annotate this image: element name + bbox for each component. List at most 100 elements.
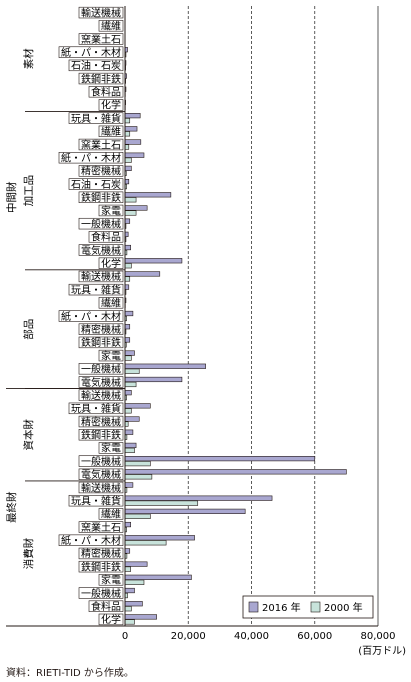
- bar-2016: [124, 521, 131, 528]
- x-tick-label: 60,000: [297, 631, 332, 642]
- category-label: 一般機械: [81, 587, 121, 600]
- category-label-box: [88, 231, 124, 243]
- bar-2000: [124, 500, 199, 506]
- bar-2016: [124, 284, 130, 290]
- category-label: 輸送機械: [81, 389, 121, 402]
- bar-2000: [124, 381, 137, 388]
- bar-2000: [124, 157, 132, 163]
- category-label-box: [68, 283, 124, 296]
- category-label: 精密機械: [81, 165, 121, 178]
- category-label-box: [78, 521, 124, 533]
- bar-2016: [124, 165, 132, 171]
- bar-2016: [124, 508, 246, 514]
- category-label: 紙・パ・木材: [61, 310, 121, 323]
- category-label-box: [78, 33, 124, 45]
- category-label: 化学: [101, 257, 121, 270]
- category-label-box: [78, 363, 124, 375]
- category-label: 鉄鋼非鉄: [81, 336, 121, 349]
- bar-2000: [124, 513, 151, 519]
- category-label-box: [78, 376, 124, 388]
- category-label-box: [58, 46, 124, 58]
- bar-2016: [124, 271, 161, 277]
- category-label: 一般機械: [81, 217, 121, 230]
- bar-2016: [124, 152, 145, 158]
- category-label: 家電: [101, 349, 121, 362]
- category-label-box: [78, 72, 124, 85]
- category-label-box: [78, 191, 124, 203]
- bar-2016: [124, 482, 134, 488]
- bar-2016: [124, 113, 141, 119]
- category-label: 電気機械: [81, 468, 121, 481]
- category-label-box: [98, 613, 124, 626]
- category-label-box: [78, 415, 124, 428]
- category-label: 輸送機械: [81, 481, 121, 494]
- category-label: 食料品: [91, 231, 121, 244]
- category-label: 窯業土石: [81, 138, 121, 151]
- category-label: 輸送機械: [81, 6, 121, 19]
- category-label: 繊維: [101, 125, 121, 138]
- bar-2016: [124, 218, 131, 224]
- subgroup-label: 素材: [22, 48, 35, 69]
- category-label-box: [98, 204, 124, 217]
- legend-swatch-2016: [248, 601, 259, 613]
- bar-2000: [124, 447, 135, 454]
- bar-2016: [124, 337, 131, 343]
- category-label-box: [98, 574, 124, 586]
- category-label-box: [78, 165, 124, 177]
- category-label: 繊維: [101, 20, 121, 33]
- bar-2000: [124, 540, 167, 546]
- bar-2000: [124, 144, 130, 150]
- bar-2016: [124, 310, 134, 317]
- x-tick-label: 20,000: [171, 631, 206, 642]
- legend-box: [242, 595, 374, 619]
- x-tick-label: 80,000: [361, 631, 396, 642]
- bar-2016: [124, 258, 183, 264]
- x-tick-label: 40,000: [234, 631, 269, 642]
- bar-2000: [124, 263, 132, 269]
- category-label-box: [58, 310, 124, 322]
- category-label-box: [88, 600, 124, 612]
- legend-swatch-2000: [310, 601, 321, 613]
- category-label-box: [78, 481, 124, 494]
- bar-2016: [124, 561, 148, 567]
- category-label-box: [78, 429, 124, 441]
- bar-2016: [124, 324, 131, 330]
- category-label-box: [78, 468, 124, 480]
- unit-label: (百万ドル): [358, 645, 406, 657]
- bar-2000: [124, 131, 131, 137]
- category-label-box: [58, 534, 124, 546]
- category-label: 鉄鋼非鉄: [81, 191, 121, 204]
- category-label: 玩具・雑貨: [71, 402, 121, 415]
- legend-label-2016: 2016 年: [262, 601, 301, 614]
- category-label: 鉄鋼非鉄: [81, 560, 121, 573]
- category-label: 鉄鋼非鉄: [81, 429, 121, 442]
- bar-2000: [124, 408, 132, 414]
- category-label: 家電: [101, 204, 121, 217]
- subgroup-label: 加工品: [23, 175, 35, 207]
- bar-2000: [124, 579, 145, 585]
- category-label-box: [78, 547, 124, 560]
- group-label: 最終財: [5, 491, 18, 523]
- bar-2016: [124, 205, 148, 211]
- bar-2016: [124, 350, 135, 356]
- category-label-box: [98, 349, 124, 362]
- category-label-box: [98, 20, 124, 32]
- category-label: 化学: [101, 99, 121, 112]
- bar-2016: [124, 139, 142, 145]
- category-label: 鉄鋼非鉄: [81, 72, 121, 85]
- category-label: 輸送機械: [81, 270, 121, 283]
- category-label-box: [68, 59, 124, 72]
- bar-2000: [124, 118, 131, 124]
- bar-2000: [124, 355, 132, 361]
- category-label: 玩具・雑貨: [71, 283, 121, 296]
- bar-2016: [124, 126, 138, 132]
- category-label: 紙・パ・木材: [61, 534, 121, 547]
- category-label-box: [68, 494, 124, 507]
- category-label-box: [78, 336, 124, 349]
- bar-2016: [124, 390, 132, 396]
- category-label-box: [78, 270, 124, 283]
- category-label: 玩具・雑貨: [71, 494, 121, 507]
- category-label: 電気機械: [81, 244, 121, 257]
- category-label-box: [78, 455, 124, 467]
- category-label-box: [68, 112, 124, 124]
